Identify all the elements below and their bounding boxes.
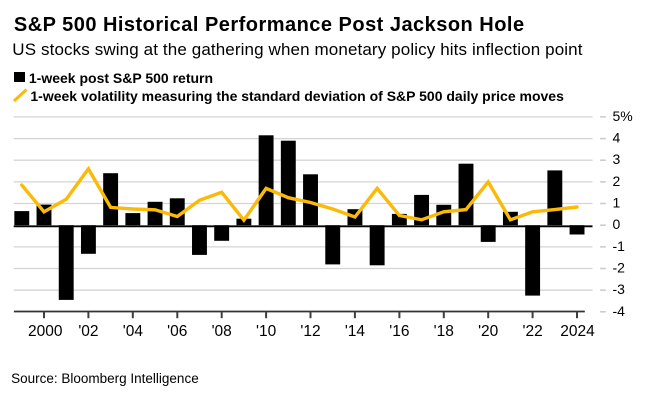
svg-text:-4: -4 bbox=[613, 303, 626, 319]
svg-text:'04: '04 bbox=[123, 323, 144, 340]
svg-text:-2: -2 bbox=[613, 260, 626, 276]
svg-text:-1: -1 bbox=[613, 238, 626, 254]
svg-text:1: 1 bbox=[613, 195, 621, 211]
svg-text:-3: -3 bbox=[613, 281, 626, 297]
svg-text:'22: '22 bbox=[523, 323, 543, 340]
svg-text:5%: 5% bbox=[613, 108, 633, 124]
svg-text:'18: '18 bbox=[434, 323, 454, 340]
svg-text:3: 3 bbox=[613, 151, 621, 167]
svg-text:'10: '10 bbox=[256, 323, 277, 340]
svg-text:'08: '08 bbox=[212, 323, 232, 340]
svg-text:2: 2 bbox=[613, 173, 621, 189]
svg-text:'12: '12 bbox=[300, 323, 320, 340]
svg-text:'14: '14 bbox=[345, 323, 366, 340]
svg-text:2024: 2024 bbox=[560, 323, 595, 340]
svg-text:'06: '06 bbox=[167, 323, 187, 340]
svg-text:0: 0 bbox=[613, 216, 621, 232]
svg-text:'02: '02 bbox=[78, 323, 98, 340]
svg-text:'20: '20 bbox=[478, 323, 499, 340]
svg-text:'16: '16 bbox=[389, 323, 409, 340]
svg-text:2000: 2000 bbox=[28, 323, 63, 340]
svg-text:4: 4 bbox=[613, 130, 621, 146]
